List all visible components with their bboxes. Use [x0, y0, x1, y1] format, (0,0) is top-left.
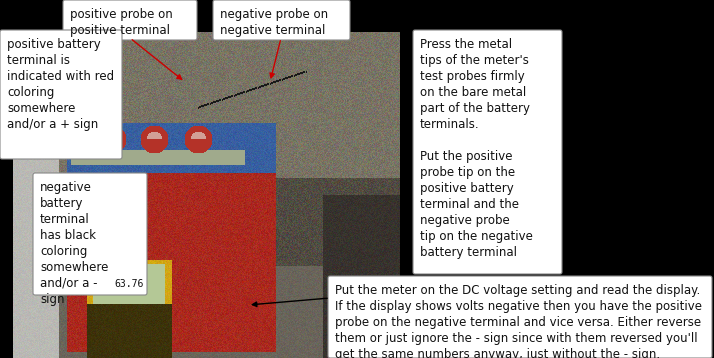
FancyBboxPatch shape: [213, 0, 350, 40]
FancyBboxPatch shape: [33, 173, 147, 295]
Text: positive probe on
positive terminal: positive probe on positive terminal: [70, 8, 173, 37]
Text: Press the metal
tips of the meter's
test probes firmly
on the bare metal
part of: Press the metal tips of the meter's test…: [420, 38, 533, 259]
Text: positive battery
terminal is
indicated with red
coloring
somewhere
and/or a + si: positive battery terminal is indicated w…: [7, 38, 114, 131]
Text: 63.76: 63.76: [114, 279, 144, 289]
Text: negative probe on
negative terminal: negative probe on negative terminal: [220, 8, 328, 37]
Text: negative
battery
terminal
has black
coloring
somewhere
and/or a -
sign: negative battery terminal has black colo…: [40, 181, 109, 306]
Text: Put the meter on the DC voltage setting and read the display.
If the display sho: Put the meter on the DC voltage setting …: [335, 284, 702, 358]
FancyBboxPatch shape: [328, 276, 712, 358]
FancyBboxPatch shape: [0, 30, 122, 159]
FancyBboxPatch shape: [63, 0, 197, 40]
FancyBboxPatch shape: [413, 30, 562, 274]
